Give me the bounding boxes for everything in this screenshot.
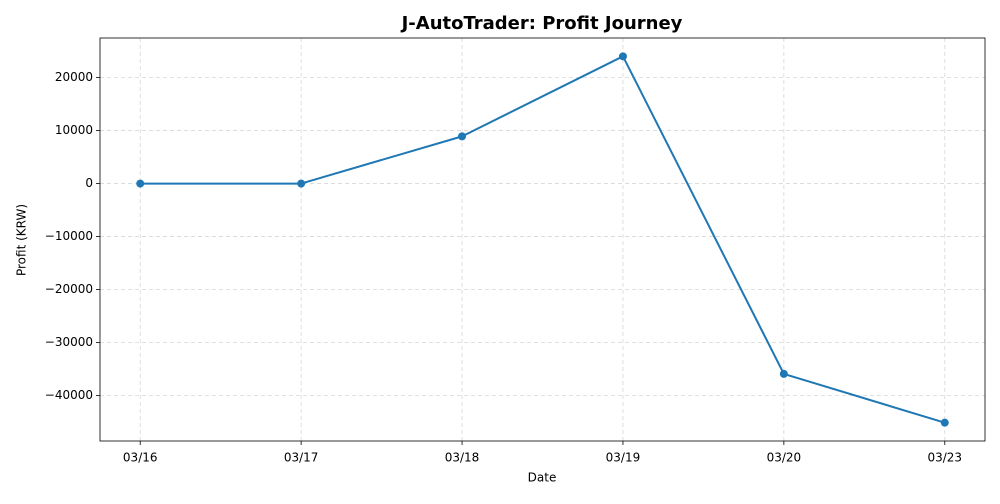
- marker: [940, 418, 949, 427]
- x-tick-label: 03/19: [606, 451, 641, 465]
- y-tick-label: −20000: [45, 282, 93, 296]
- marker: [618, 52, 627, 61]
- line: [140, 55, 946, 424]
- x-axis-label: Date: [528, 471, 557, 485]
- y-tick-label: 10000: [55, 123, 93, 137]
- marker: [779, 369, 788, 378]
- y-tick-label: −40000: [45, 388, 93, 402]
- x-tick-label: 03/23: [927, 451, 962, 465]
- x-tick-label: 03/17: [284, 451, 319, 465]
- marker: [297, 179, 306, 188]
- x-tick-label: 03/18: [445, 451, 480, 465]
- marker: [458, 132, 467, 141]
- y-tick-label: −30000: [45, 335, 93, 349]
- marker: [136, 179, 145, 188]
- y-tick-label: 0: [85, 176, 93, 190]
- x-tick-label: 03/20: [767, 451, 802, 465]
- y-axis-label: Profit (KRW): [15, 204, 29, 276]
- x-tick-label: 03/16: [123, 451, 158, 465]
- y-tick-label: 20000: [55, 70, 93, 84]
- y-tick-label: −10000: [45, 229, 93, 243]
- plot-frame: [99, 37, 986, 442]
- chart-title: J-AutoTrader: Profit Journey: [400, 13, 683, 34]
